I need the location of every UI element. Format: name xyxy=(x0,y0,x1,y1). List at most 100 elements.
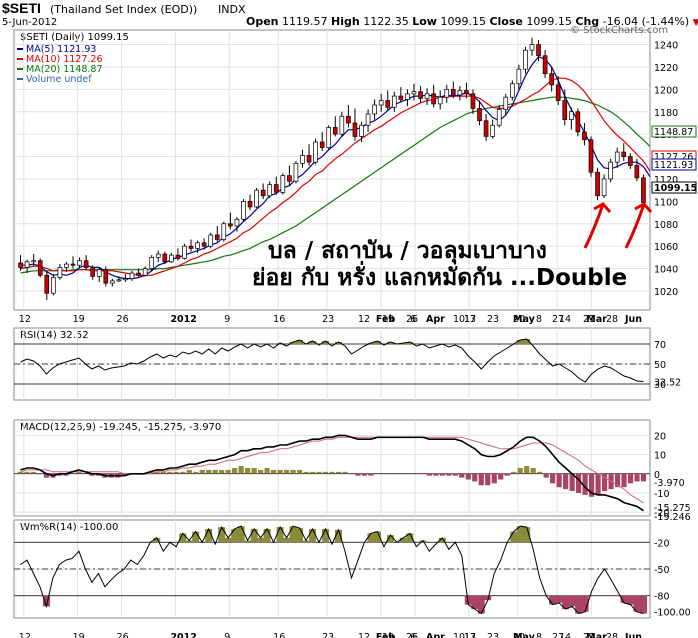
y-tick-label: -80 xyxy=(654,592,670,603)
macd-histogram-bar xyxy=(303,471,309,474)
candle-body xyxy=(37,260,43,276)
candle-body xyxy=(155,253,161,258)
macd-histogram-bar xyxy=(309,471,316,474)
candle-body xyxy=(221,223,227,240)
red-arrow-icon xyxy=(583,203,605,249)
panel-price-frame xyxy=(13,29,651,311)
candle-body xyxy=(169,254,174,263)
candle-body xyxy=(437,96,443,105)
x-tick-label: 6 xyxy=(410,632,416,638)
down-triangle-icon: ▼ xyxy=(692,18,698,28)
candle-body xyxy=(555,84,561,101)
candle-body xyxy=(529,44,535,51)
x-tick-label: 9 xyxy=(224,632,230,638)
candle-body xyxy=(641,177,646,203)
x-tick-label: Apr xyxy=(426,632,445,638)
date-label: 5-Jun-2012 xyxy=(2,17,58,28)
candle-body xyxy=(503,96,509,110)
macd-histogram-bar xyxy=(329,471,335,474)
x-tick-label: 10 xyxy=(453,314,465,325)
candle-body xyxy=(31,260,36,263)
candle-body xyxy=(634,165,640,179)
macd-histogram-bar xyxy=(634,473,640,482)
candle-body xyxy=(359,124,364,137)
candle-body xyxy=(313,141,318,163)
ohlc-bar: Open 1119.57 High 1122.35 Low 1099.15 Cl… xyxy=(246,15,698,28)
macd-histogram-bar xyxy=(121,473,127,476)
candle-body xyxy=(496,109,502,126)
x-tick-label: May xyxy=(513,632,536,638)
macd-histogram-bar xyxy=(251,468,257,474)
low-value: 1099.15 xyxy=(440,15,486,28)
candle-body xyxy=(110,280,115,284)
x-tick-label: 17 xyxy=(464,314,476,325)
close-label: Close xyxy=(489,15,523,28)
annotation-line-1: บล / สถาบัน / วอลุมเบาบาง xyxy=(268,238,547,264)
x-tick-label: 28 xyxy=(606,632,618,638)
x-tick-label: 16 xyxy=(273,632,285,638)
rsi-last-value: 32.52 xyxy=(654,377,681,388)
candle-body xyxy=(306,155,312,163)
candle-body xyxy=(378,100,384,106)
macd-histogram-bar xyxy=(621,473,627,488)
x-tick-label: 19 xyxy=(382,314,394,325)
x-tick-label: Feb xyxy=(376,314,396,325)
x-tick-label: 26 xyxy=(406,632,418,638)
x-tick-label: 28 xyxy=(606,314,618,325)
macd-histogram-bar xyxy=(24,471,30,474)
y-tick-label: 70 xyxy=(654,340,666,351)
macd-histogram-bar xyxy=(199,469,205,474)
macd-histogram-bar xyxy=(180,471,186,474)
macd-histogram-bar xyxy=(595,473,601,495)
x-tick-label: 16 xyxy=(273,314,285,325)
y-tick-label: -20 xyxy=(654,538,670,549)
candle-body xyxy=(77,260,82,266)
candle-body xyxy=(267,184,273,197)
x-tick-label: 8 xyxy=(536,314,542,325)
macd-histogram-bar xyxy=(563,473,569,490)
candle-body xyxy=(326,127,332,148)
x-tick-label: 2012 xyxy=(170,314,196,325)
y-tick-label: 1200 xyxy=(654,85,678,96)
x-tick-label: 13 xyxy=(464,632,476,638)
y-tick-label: 1080 xyxy=(654,220,678,231)
annotation-line-2: ย่อย กับ หรั่ง แลกหมัดกัน ...Double xyxy=(252,265,628,291)
macd-histogram-bar xyxy=(517,468,523,474)
last-value-tag: 1121.93 xyxy=(654,160,693,171)
red-arrow-head-icon xyxy=(593,202,612,213)
candle-body xyxy=(595,171,600,197)
macd-histogram-bar xyxy=(56,473,63,476)
macd-histogram-bar xyxy=(426,473,432,476)
macd-histogram-bar xyxy=(601,473,608,492)
candle-body xyxy=(457,90,463,96)
x-tick-label: Apr xyxy=(426,314,445,325)
candle-body xyxy=(608,161,613,180)
macd-histogram-bar xyxy=(76,471,82,474)
high-label: High xyxy=(331,15,360,28)
macd-histogram-bar xyxy=(264,468,270,474)
macd-last-value: -3.970 xyxy=(654,478,685,489)
macd-histogram-bar xyxy=(154,471,160,474)
candle-body xyxy=(247,201,253,208)
x-tick-label: 27 xyxy=(552,314,564,325)
x-tick-label: 13 xyxy=(464,314,476,325)
candle-body xyxy=(214,234,220,240)
candle-body xyxy=(542,55,548,75)
y-tick-label: -20 xyxy=(654,508,670,519)
y-tick-label: 1060 xyxy=(654,242,678,253)
macd-histogram-bar xyxy=(439,473,445,476)
y-tick-label: 1040 xyxy=(654,265,678,276)
macd-histogram-bar xyxy=(524,466,530,474)
candle-body xyxy=(44,274,50,294)
macd-histogram-bar xyxy=(478,473,484,486)
x-tick-label: 23 xyxy=(487,314,499,325)
symbol-label: $SETI xyxy=(2,0,41,16)
instrument-name: (Thailand Set Index (EOD)) xyxy=(50,3,198,16)
candle-body xyxy=(372,104,377,115)
candle-body xyxy=(405,93,410,100)
candle-body xyxy=(234,218,240,227)
candle-body xyxy=(398,95,404,100)
macd-histogram-bar xyxy=(30,471,37,474)
candle-body xyxy=(103,269,109,284)
macd-histogram-bar xyxy=(361,473,368,476)
